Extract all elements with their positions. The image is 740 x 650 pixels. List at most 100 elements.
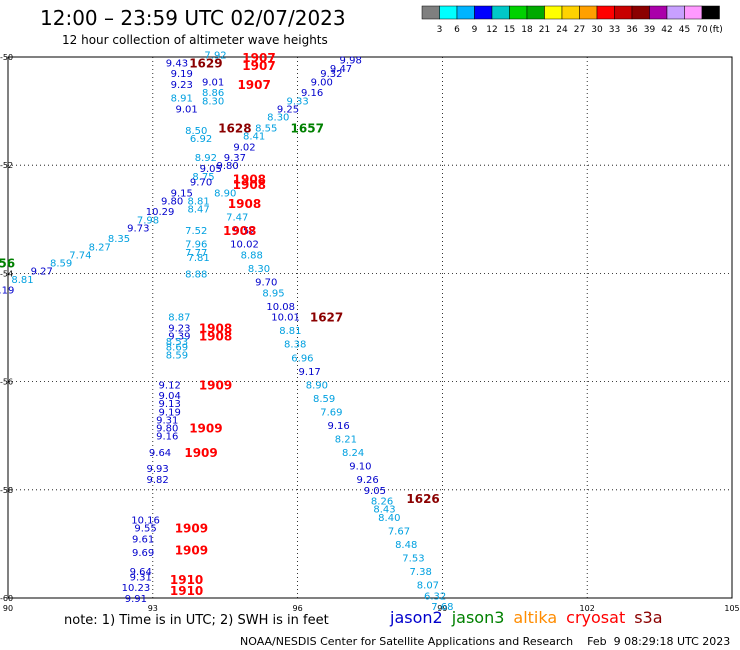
wave-height-label: 8.50 <box>185 126 207 137</box>
wave-height-label: 8.40 <box>378 513 400 524</box>
wave-height-label: 6.96 <box>291 353 313 364</box>
wave-height-label: 8.81 <box>188 196 210 207</box>
wave-height-label: 9.01 <box>202 77 224 88</box>
wave-height-label: 8.24 <box>342 448 364 459</box>
wave-height-label: 7.47 <box>226 213 248 224</box>
colorbar-label: 42 <box>661 25 672 35</box>
lon-tick-label: 102 <box>580 604 595 613</box>
wave-height-label: 8.43 <box>373 505 395 516</box>
wave-height-label: 8.95 <box>262 288 284 299</box>
wave-height-label: 9.25 <box>277 104 299 115</box>
wave-height-label: 8.41 <box>243 131 265 142</box>
pass-time-label: 1629 <box>189 56 222 70</box>
wave-height-label: 8.38 <box>284 340 306 351</box>
wave-height-label: 9.73 <box>127 223 149 234</box>
wave-height-label: 9.80 <box>161 196 183 207</box>
wave-height-label: 8.69 <box>166 342 188 353</box>
legend-jason2: jason2 <box>390 608 443 627</box>
pass-time-label: 1909 <box>175 543 208 557</box>
lat-tick-label: -60 <box>0 594 13 603</box>
pass-time-label: 1909 <box>189 422 222 436</box>
wave-height-label: 8.55 <box>255 123 277 134</box>
legend-altika: altika <box>513 608 558 627</box>
lat-tick-label: -52 <box>0 161 13 170</box>
colorbar-label: 15 <box>504 25 515 35</box>
wave-height-label: 9.69 <box>132 548 154 559</box>
wave-height-label: 8.26 <box>371 497 393 508</box>
wave-height-label: 9.39 <box>168 332 190 343</box>
wave-height-label: 10.23 <box>122 583 151 594</box>
colorbar-label: 24 <box>556 25 568 35</box>
colorbar-label: 30 <box>591 25 603 35</box>
wave-height-label: 9.19 <box>171 69 193 80</box>
colorbar-label: 3 <box>437 25 443 35</box>
wave-height-label: 8.86 <box>202 88 224 99</box>
wave-height-label: 8.59 <box>50 259 72 270</box>
colorbar-label: 36 <box>626 25 638 35</box>
wave-height-label: 7.67 <box>388 526 410 537</box>
wave-height-label: 6.32 <box>424 591 446 602</box>
wave-height-label: 9.26 <box>356 475 378 486</box>
lat-tick-label: -58 <box>0 486 13 495</box>
lon-tick-label: 96 <box>293 604 303 613</box>
wave-height-label: 9.16 <box>327 421 349 432</box>
wave-height-label: 9.80 <box>216 161 238 172</box>
wave-height-label: 9.17 <box>299 367 321 378</box>
wave-height-label: 7.68 <box>431 602 453 613</box>
colorbar-label: 21 <box>539 25 550 35</box>
wave-height-label: 9.19 <box>0 286 14 297</box>
pass-time-label: 1656 <box>0 257 15 271</box>
wave-height-label: 8.47 <box>188 204 210 215</box>
lon-tick-label: 93 <box>148 604 158 613</box>
lat-tick-label: -54 <box>0 269 13 278</box>
wave-height-label: 9.33 <box>286 96 308 107</box>
wave-height-label: 9.02 <box>233 142 255 153</box>
legend-s3a: s3a <box>634 608 663 627</box>
pass-time-label: 1909 <box>199 378 232 392</box>
wave-height-label: 8.21 <box>335 434 357 445</box>
wave-height-label: 8.30 <box>202 96 224 107</box>
wave-height-label: 8.27 <box>89 242 111 253</box>
wave-height-colorbar: 3 6 9 12 15 18 21 24 27 30 33 36 39 42 45 70 (ft) <box>421 5 723 35</box>
pass-time-label: 1908 <box>233 178 266 192</box>
wave-height-label: 7.52 <box>185 226 207 237</box>
pass-time-label: 1910 <box>170 584 203 598</box>
colorbar-swatch <box>491 5 510 20</box>
pass-time-label: 1908 <box>233 173 266 187</box>
wave-height-label: 7.74 <box>69 250 91 261</box>
colorbar-swatch <box>439 5 458 20</box>
wave-height-label: 9.82 <box>146 475 168 486</box>
wave-height-label: 8.30 <box>267 113 289 124</box>
wave-height-label: 9.91 <box>125 594 147 605</box>
wave-height-label: 8.35 <box>108 234 130 245</box>
lon-tick-label: 90 <box>3 604 13 613</box>
wave-height-label: 9.13 <box>159 399 181 410</box>
wave-height-label: 7.98 <box>137 215 159 226</box>
colorbar-label: 6 <box>454 25 460 35</box>
wave-height-label: 9.10 <box>349 461 371 472</box>
colorbar-swatch <box>421 5 440 20</box>
wave-height-label: 8.07 <box>417 580 439 591</box>
pass-time-label: 1908 <box>228 197 261 211</box>
pass-time-label: 1626 <box>406 492 439 506</box>
colorbar-swatch <box>474 5 493 20</box>
wave-height-label: 8.30 <box>248 264 270 275</box>
wave-height-label: 8.59 <box>166 351 188 362</box>
pass-time-label: 1907 <box>242 51 275 65</box>
colorbar-swatch <box>666 5 685 20</box>
wave-height-label: 9.64 <box>149 448 171 459</box>
wave-height-label: 7.81 <box>188 253 210 264</box>
wave-height-label: 7.77 <box>185 248 207 259</box>
pass-time-label: 1907 <box>242 59 275 73</box>
wave-height-label: 8.81 <box>11 275 33 286</box>
wave-height-label: 9.64 <box>130 567 152 578</box>
wave-height-label: 7.38 <box>410 567 432 578</box>
satellite-legend: jason2 jason3 altika cryosat s3a <box>390 608 672 627</box>
wave-height-label: 9.80 <box>156 424 178 435</box>
wave-height-label: 9.52 <box>233 226 255 237</box>
pass-time-label: 1909 <box>184 446 217 460</box>
wave-height-label: 9.01 <box>175 104 197 115</box>
colorbar-swatch <box>456 5 475 20</box>
page-title: 12:00 – 23:59 UTC 02/07/2023 <box>40 6 346 30</box>
